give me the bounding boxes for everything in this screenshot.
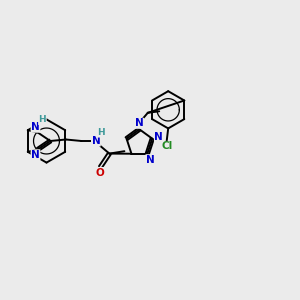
- Text: H: H: [98, 128, 105, 137]
- Text: N: N: [92, 136, 100, 146]
- Text: N: N: [31, 122, 40, 132]
- Text: Cl: Cl: [161, 141, 172, 152]
- Text: N: N: [135, 118, 144, 128]
- Text: H: H: [39, 116, 46, 124]
- Text: N: N: [31, 150, 40, 160]
- Text: N: N: [146, 155, 155, 165]
- Text: O: O: [95, 167, 104, 178]
- Text: N: N: [154, 132, 163, 142]
